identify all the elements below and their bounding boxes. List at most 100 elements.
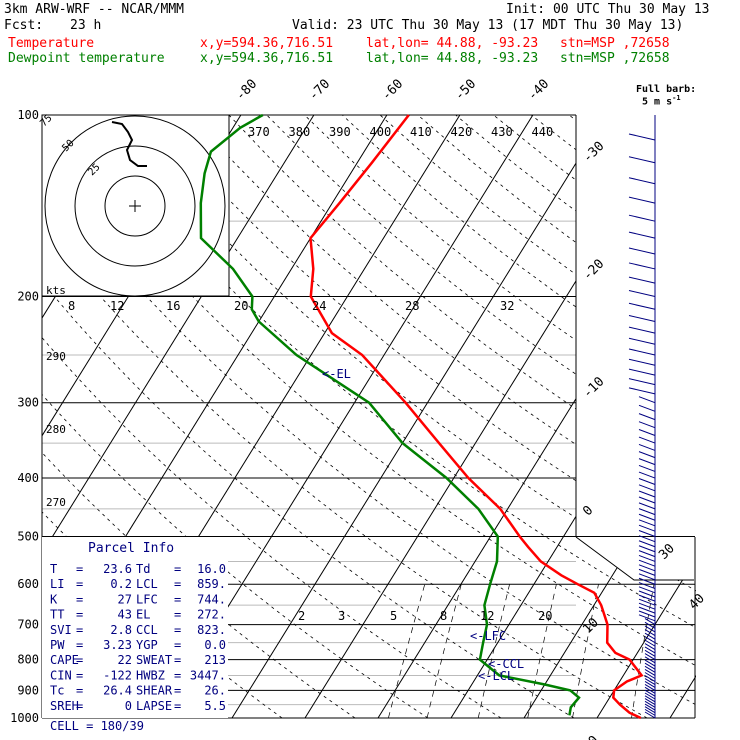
wind-barb (638, 564, 656, 572)
parcel-value: 23.6 (103, 562, 132, 576)
theta-e-label: 440 (532, 125, 554, 139)
wind-barb (644, 669, 656, 676)
pressure-tick-label: 400 (17, 471, 39, 485)
parcel-eq: = (174, 623, 181, 637)
wind-barb (638, 508, 656, 516)
parcel-label: SVI (50, 623, 72, 637)
wind-barb (644, 639, 656, 647)
wind-barb (638, 429, 656, 436)
wind-barb (644, 632, 656, 640)
theta-e-label: 380 (289, 125, 311, 139)
parcel-value: 2.8 (110, 623, 132, 637)
dry-adiabat (493, 115, 696, 718)
barb-legend-line2: 5 m s-1 (642, 94, 681, 108)
pressure-tick-label: 200 (17, 290, 39, 304)
isotherm-label: 0 (580, 503, 596, 519)
parcel-eq: = (76, 668, 83, 682)
mixing-ratio-top-label: 20 (234, 299, 248, 313)
parcel-label: K (50, 592, 58, 606)
legend-temperature-stn: stn=MSP ,72658 (560, 36, 670, 51)
pressure-tick-label: 800 (17, 653, 39, 667)
wind-barb (644, 659, 656, 667)
wind-barb (638, 554, 656, 562)
parcel-label: HWBZ (136, 668, 165, 682)
parcel-eq: = (76, 699, 83, 713)
wind-barb (628, 314, 656, 322)
isotherm-line (377, 115, 696, 718)
theta-e-label: 430 (491, 125, 513, 139)
wind-barb (638, 478, 656, 485)
legend-temperature-coords: x,y=594.36,716.51 (200, 36, 334, 51)
parcel-value: 3.23 (103, 638, 132, 652)
isotherm-label: -80 (233, 77, 260, 104)
wind-barb (644, 665, 656, 673)
wind-barb (628, 247, 656, 255)
wind-barb (638, 594, 656, 602)
mixing-ratio-low-label: 8 (440, 609, 447, 623)
wind-barb (644, 621, 656, 629)
wind-barb (638, 490, 656, 498)
wind-barb (644, 706, 656, 714)
parcel-cell: CELL = 180/39 (50, 719, 144, 733)
mixing-ratio-top-label: 24 (312, 299, 326, 313)
parcel-value: 823. (197, 623, 226, 637)
wind-barb (644, 656, 656, 664)
barb-legend-line1: Full barb: (636, 84, 697, 95)
wind-barb (628, 156, 656, 164)
parcel-eq: = (76, 623, 83, 637)
wind-barb (638, 614, 656, 622)
legend-temperature-name: Temperature (8, 36, 95, 51)
parcel-value: 22 (118, 653, 132, 667)
mixing-ratio-line (426, 584, 462, 718)
hodograph-trace (111, 121, 147, 167)
wind-barb (638, 540, 656, 548)
isotherm-label: -40 (525, 77, 552, 104)
wind-barb (644, 683, 656, 691)
isotherm-line (669, 115, 696, 718)
wind-barb (644, 649, 656, 657)
parcel-label: LFC (136, 592, 158, 606)
parcel-label: Tc (50, 684, 64, 698)
dry-adiabat (42, 115, 502, 718)
isotherm-line (42, 115, 315, 718)
wind-barb (628, 348, 656, 356)
wind-barb (628, 378, 656, 386)
parcel-label: TT (50, 608, 64, 622)
mixing-ratio-line (572, 584, 599, 718)
wind-barb (638, 545, 656, 553)
dry-adiabat (153, 115, 696, 718)
parcel-box-bg (42, 537, 228, 718)
parcel-label: CAPE (50, 653, 79, 667)
parcel-label: SHEAR (136, 684, 173, 698)
wind-barb (628, 387, 656, 395)
wind-barb (644, 675, 656, 682)
wind-barb (628, 231, 656, 239)
pressure-tick-label: 1000 (10, 711, 39, 725)
theta-e-label: 420 (451, 125, 473, 139)
dewpoint-line (199, 113, 581, 716)
temperature-line (309, 114, 644, 720)
wind-barb (638, 524, 656, 532)
parcel-label: LI (50, 577, 64, 591)
parcel-eq: = (174, 608, 181, 622)
hodograph-unit: kts (46, 284, 66, 297)
parcel-eq: = (174, 592, 181, 606)
hodograph-ring (104, 175, 166, 237)
legend-dewpoint-latlon: lat,lon= 44.88, -93.23 (366, 51, 539, 66)
parcel-eq: = (76, 653, 83, 667)
isotherm-line (523, 115, 696, 718)
wind-barb (628, 368, 656, 376)
parcel-eq: = (76, 562, 83, 576)
wind-barb (638, 484, 656, 492)
mixing-ratio-top-label: 28 (405, 299, 419, 313)
parcel-value: 43 (118, 608, 132, 622)
parcel-eq: = (174, 699, 181, 713)
parcel-eq: = (76, 592, 83, 606)
fcst-label: Fcst: (4, 18, 44, 33)
parcel-value: 26.4 (103, 684, 132, 698)
frame-cut (575, 536, 694, 581)
parcel-value: 272. (197, 608, 226, 622)
wind-barb (638, 573, 656, 581)
